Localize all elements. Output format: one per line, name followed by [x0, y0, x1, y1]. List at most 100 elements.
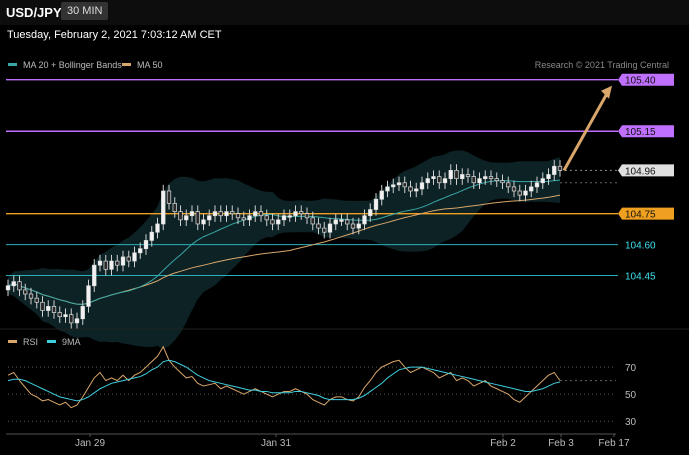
- candle: [28, 287, 34, 305]
- candle-body: [442, 178, 448, 184]
- candle: [362, 209, 367, 231]
- candle: [161, 184, 166, 231]
- candle-body: [57, 312, 62, 318]
- candle: [540, 172, 545, 189]
- legend-label[interactable]: 9MA: [62, 337, 81, 347]
- time-tick-label: Feb 17: [598, 438, 630, 449]
- candle-body: [431, 176, 436, 179]
- candle-body: [529, 186, 534, 192]
- candle: [356, 217, 361, 235]
- candle-body: [86, 285, 91, 307]
- candle: [368, 203, 373, 222]
- candle-body: [460, 174, 465, 179]
- candle-body: [189, 211, 195, 217]
- candle-body: [327, 223, 333, 233]
- candle-body: [345, 219, 350, 225]
- candle: [402, 176, 407, 194]
- candle: [109, 254, 114, 276]
- candle-body: [391, 184, 396, 188]
- candle: [460, 168, 465, 185]
- candle: [483, 170, 488, 185]
- candle: [270, 213, 275, 231]
- candle: [448, 164, 453, 185]
- candle-body: [74, 318, 80, 324]
- level-label-104.45: 104.45: [625, 271, 656, 282]
- candle-body: [517, 190, 522, 196]
- candle-body: [63, 314, 68, 318]
- candle-body: [362, 215, 367, 225]
- candle: [414, 182, 419, 198]
- candle-body: [28, 293, 34, 299]
- candle-body: [414, 188, 419, 192]
- candle-body: [448, 170, 453, 179]
- rsi-series-9ma: [7, 359, 561, 402]
- level-tag-104.96: [618, 164, 674, 177]
- legend-label[interactable]: MA 50: [137, 60, 163, 70]
- candle-body: [201, 219, 206, 225]
- candle: [34, 291, 39, 309]
- candle: [494, 172, 499, 187]
- legend-label[interactable]: RSI: [23, 337, 38, 347]
- candle: [477, 172, 482, 189]
- candle: [488, 170, 494, 185]
- candle: [396, 176, 402, 191]
- candle: [500, 174, 505, 189]
- candle: [557, 160, 563, 177]
- candle-body: [425, 178, 430, 184]
- candle-body: [34, 297, 39, 303]
- candle: [327, 217, 333, 239]
- candle-body: [523, 190, 528, 196]
- level-label-104.96: 104.96: [625, 166, 656, 177]
- candle: [517, 184, 522, 202]
- candle: [339, 213, 344, 227]
- candle: [189, 205, 195, 222]
- candle: [546, 168, 551, 185]
- candle-body: [373, 198, 379, 210]
- candle-body: [149, 231, 154, 241]
- candle-body: [310, 217, 315, 225]
- candle-body: [178, 211, 183, 221]
- candle-body: [103, 260, 108, 270]
- candle: [287, 209, 292, 222]
- candle: [46, 300, 51, 317]
- candle: [120, 250, 126, 272]
- candle-body: [270, 219, 275, 225]
- candle: [86, 279, 91, 313]
- candle-body: [40, 301, 45, 311]
- candle-body: [385, 186, 390, 192]
- timeframe-button[interactable]: 30 MIN: [61, 2, 109, 20]
- candle: [143, 234, 149, 255]
- candle: [201, 213, 206, 231]
- candle-body: [184, 215, 189, 221]
- candle-body: [17, 281, 22, 291]
- candle: [281, 209, 287, 227]
- candle-body: [247, 215, 252, 221]
- level-label-105.40: 105.40: [625, 76, 656, 87]
- candle: [241, 211, 246, 227]
- candle: [534, 176, 540, 194]
- candle-body: [126, 256, 131, 262]
- candle: [419, 176, 425, 196]
- candle-body: [419, 182, 425, 190]
- level-tag-105.15: [618, 125, 674, 138]
- candle-body: [350, 223, 356, 229]
- candle: [224, 205, 229, 222]
- candle-body: [408, 186, 413, 192]
- candle: [218, 205, 223, 222]
- candle-body: [69, 314, 74, 324]
- legend-label[interactable]: MA 20 + Bollinger Bands: [23, 60, 122, 70]
- candle-body: [207, 215, 212, 221]
- candle: [103, 254, 108, 276]
- symbol-label[interactable]: USD/JPY: [6, 5, 62, 20]
- level-tag-104.75: [618, 207, 674, 220]
- candle-body: [264, 215, 269, 221]
- candle: [373, 193, 379, 216]
- price-panel: 105.40 105.15 104.96 104.75 104.60 104.45: [0, 73, 689, 349]
- candle-body: [281, 215, 287, 221]
- candle-body: [540, 178, 545, 184]
- candle: [310, 211, 315, 231]
- candle-body: [92, 264, 97, 287]
- time-axis: Jan 29 Jan 31 Feb 2 Feb 3 Feb 17: [6, 433, 630, 449]
- candle-body: [322, 227, 327, 233]
